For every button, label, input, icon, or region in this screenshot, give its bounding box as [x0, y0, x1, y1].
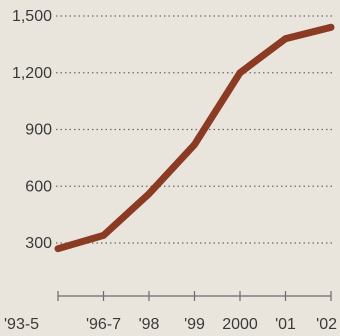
series-line — [54, 23, 335, 253]
x-tick-label: '98 — [139, 316, 160, 333]
y-tick-label: 900 — [25, 122, 52, 139]
grid-lines — [56, 15, 335, 244]
x-tick-label: '96-7 — [86, 316, 121, 333]
y-axis-tick-labels: 300 600 900 1,200 1,500 — [12, 8, 52, 252]
x-tick-label: '02 — [316, 316, 337, 333]
x-tick-label: 2000 — [222, 316, 258, 333]
x-axis: '93-5 '96-7 '98 '99 2000 '01 '02 — [4, 291, 337, 333]
y-tick-label: 600 — [25, 178, 52, 195]
x-tick-label: '99 — [184, 316, 205, 333]
x-tick-label: '93-5 — [4, 316, 39, 333]
y-tick-label: 1,500 — [12, 8, 52, 25]
series-layer — [54, 23, 335, 253]
y-tick-label: 1,200 — [12, 65, 52, 82]
x-tick-label: '01 — [275, 316, 296, 333]
y-tick-label: 300 — [25, 235, 52, 252]
